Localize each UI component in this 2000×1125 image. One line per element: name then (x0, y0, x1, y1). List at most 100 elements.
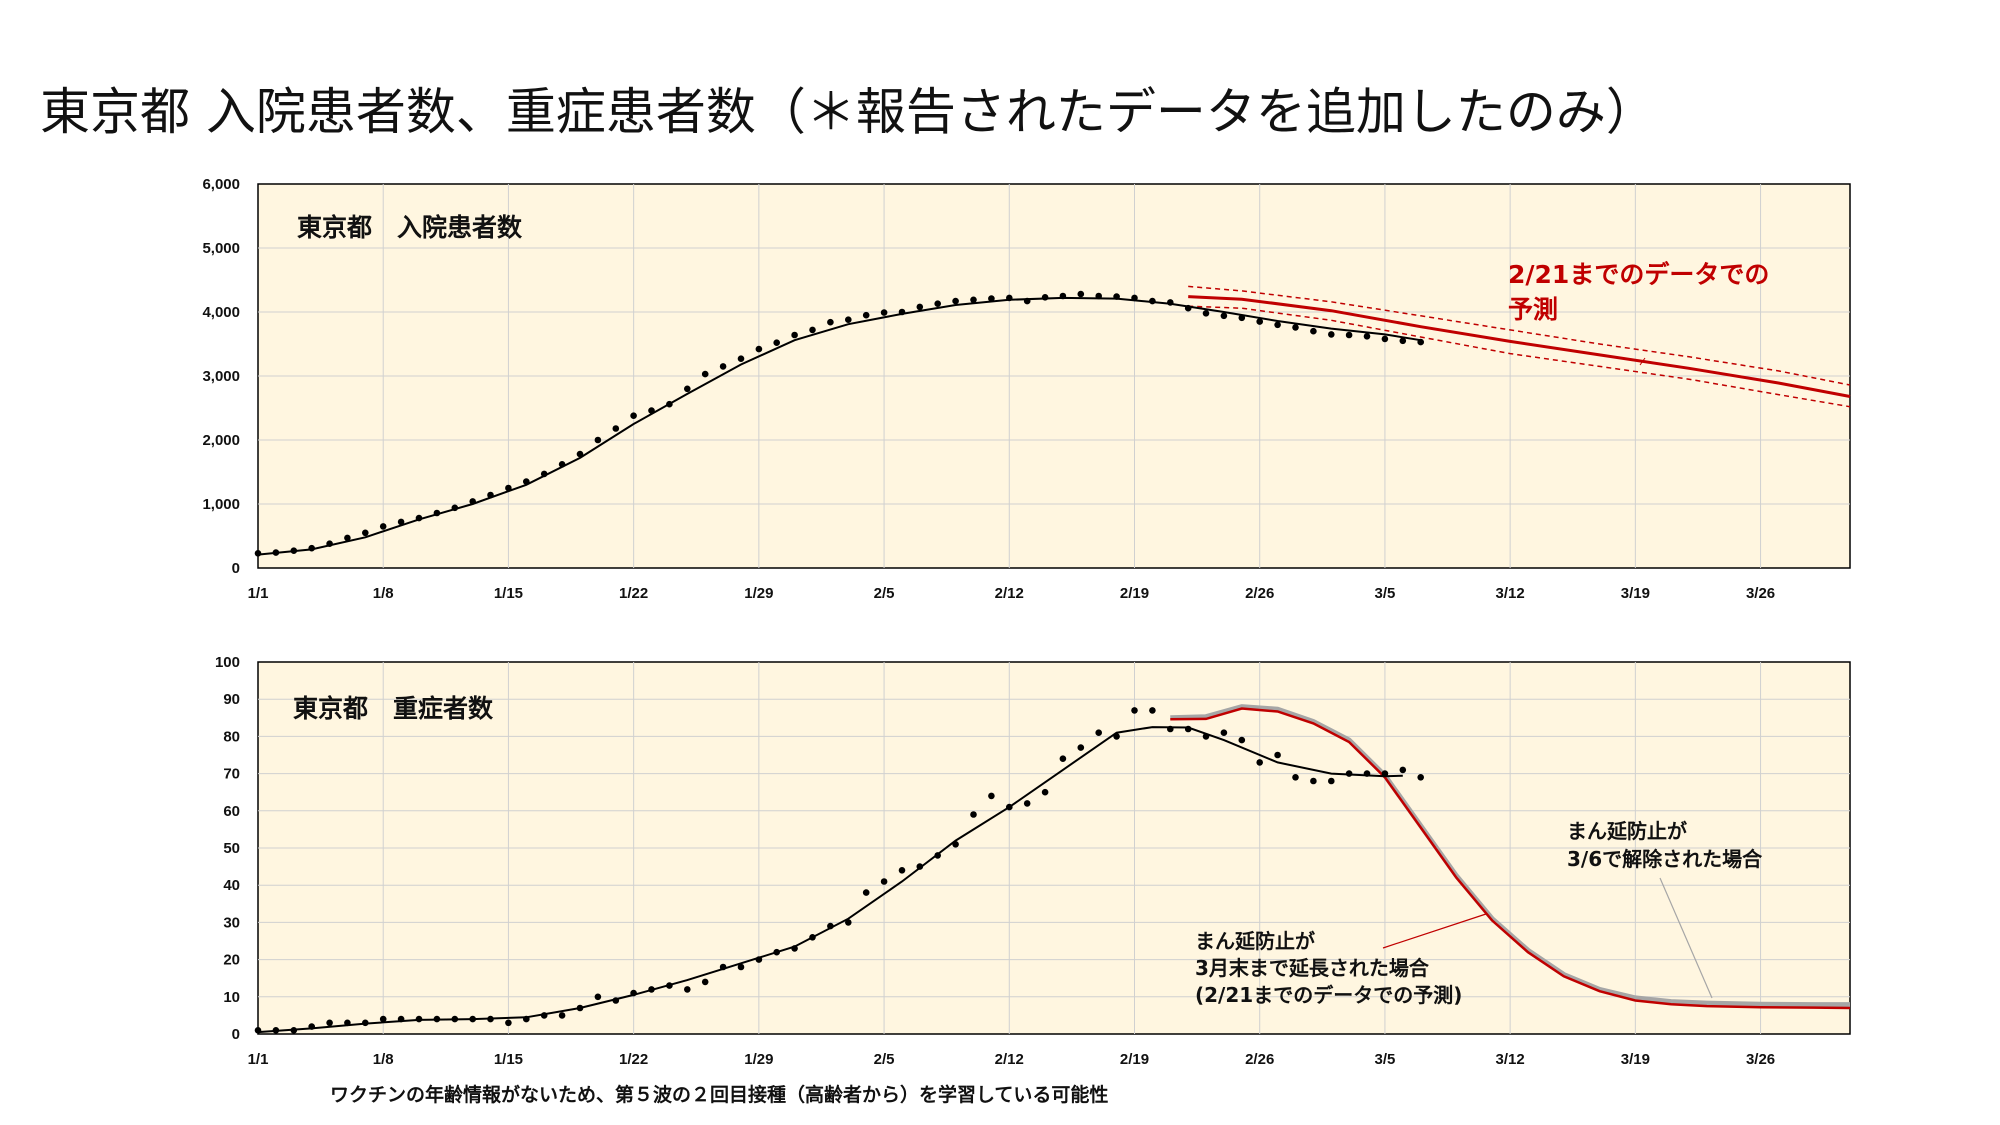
data-point (701, 370, 709, 378)
data-point (576, 1004, 584, 1012)
y-tick-label: 4,000 (202, 304, 240, 321)
data-point (934, 852, 941, 859)
data-point (684, 385, 691, 393)
x-tick-label: 2/26 (1245, 1051, 1274, 1068)
data-point (773, 339, 780, 346)
data-point (254, 550, 262, 557)
lifted-annotation-line2: 3/6で解除された場合 (1567, 847, 1763, 871)
data-point (487, 1015, 494, 1023)
y-tick-label: 60 (223, 803, 240, 820)
data-point (1041, 788, 1049, 796)
data-point (1059, 292, 1067, 300)
data-point (1149, 707, 1156, 714)
data-point (845, 316, 852, 323)
data-point (827, 922, 834, 930)
forecast-annotation-line2: 予測 (1508, 295, 1558, 324)
data-point (308, 544, 316, 552)
data-point (862, 889, 870, 896)
data-point (1131, 294, 1138, 302)
data-point (344, 534, 351, 542)
data-point (630, 412, 637, 419)
x-tick-label: 3/26 (1746, 585, 1775, 602)
data-point (576, 450, 584, 458)
x-tick-label: 2/5 (874, 585, 895, 602)
data-point (988, 792, 995, 800)
data-point (254, 1027, 262, 1034)
y-tick-label: 30 (223, 914, 240, 931)
data-point (451, 504, 459, 512)
data-point (845, 919, 852, 926)
data-point (648, 986, 655, 993)
data-point (344, 1019, 351, 1027)
data-point (791, 331, 798, 339)
x-tick-label: 1/1 (248, 1051, 269, 1068)
page-title: 東京都 入院患者数、重症患者数（＊報告されたデータを追加したのみ） (40, 83, 1656, 141)
data-point (880, 309, 888, 316)
data-point (1256, 759, 1263, 766)
data-point (379, 523, 387, 530)
data-point (1238, 736, 1246, 744)
data-point (1184, 304, 1192, 312)
data-point (1113, 293, 1120, 300)
grid (258, 662, 1850, 1034)
x-tick-label: 3/12 (1496, 585, 1525, 602)
data-point (1399, 337, 1407, 345)
data-point (1149, 297, 1156, 305)
data-point (397, 518, 405, 526)
data-point (523, 1015, 530, 1023)
x-tick-label: 1/15 (494, 1051, 523, 1068)
extended-leader-line (1382, 913, 1487, 949)
y-tick-label: 10 (223, 989, 240, 1006)
series (254, 704, 1851, 1034)
data-point (1095, 729, 1102, 736)
data-point (1041, 294, 1049, 301)
data-point (1310, 327, 1317, 335)
footnote: ワクチンの年齢情報がないため、第５波の２回目接種（高齢者から）を学習している可能… (330, 1084, 1109, 1106)
data-point (469, 498, 477, 505)
x-tick-label: 2/19 (1120, 585, 1149, 602)
data-point (1077, 290, 1085, 298)
data-point (666, 982, 673, 989)
data-point (1023, 297, 1031, 305)
data-point (523, 478, 530, 485)
data-point (433, 509, 441, 517)
data-point (1417, 774, 1424, 781)
data-point (737, 355, 745, 362)
data-point (362, 529, 369, 537)
data-point (648, 407, 655, 414)
data-point (1345, 770, 1353, 777)
lifted-annotation-line1: まん延防止が (1567, 819, 1687, 843)
y-tick-label: 80 (223, 728, 240, 745)
y-tick-label: 5,000 (202, 240, 240, 257)
y-tick-label: 70 (223, 766, 240, 783)
x-tick-label: 1/8 (373, 585, 394, 602)
severe-chart: 0 10 20 30 40 50 60 70 80 90 100 1/1 1/8 1/15 1/22 1/29… (215, 654, 1851, 1068)
x-tick-label: 1/1 (248, 585, 269, 602)
data-point (988, 295, 995, 302)
x-tick-label: 3/5 (1374, 1051, 1395, 1068)
data-point (1292, 774, 1299, 781)
x-tick-label: 1/29 (744, 1051, 773, 1068)
data-point (308, 1023, 316, 1030)
grid (258, 184, 1850, 568)
data-point (505, 484, 512, 492)
data-point (1363, 770, 1371, 777)
data-point (612, 425, 620, 432)
data-point (1167, 725, 1174, 733)
data-point (469, 1015, 477, 1023)
x-tick-label: 3/19 (1621, 585, 1650, 602)
data-point (415, 514, 423, 522)
data-point (1328, 777, 1335, 785)
chart-title: 東京都 重症者数 (293, 694, 494, 723)
data-point (630, 989, 637, 997)
y-tick-label: 100 (215, 654, 240, 671)
extended-annotation-line2: 3月末まで延長された場合 (1195, 956, 1430, 980)
data-point (1184, 725, 1192, 733)
data-point (1167, 299, 1174, 306)
data-point (952, 297, 959, 305)
y-tick-label: 0 (232, 560, 240, 577)
data-point (970, 296, 977, 304)
y-tick-label: 2,000 (202, 432, 240, 449)
data-point (1399, 766, 1407, 774)
chart-title: 東京都 入院患者数 (297, 213, 523, 242)
